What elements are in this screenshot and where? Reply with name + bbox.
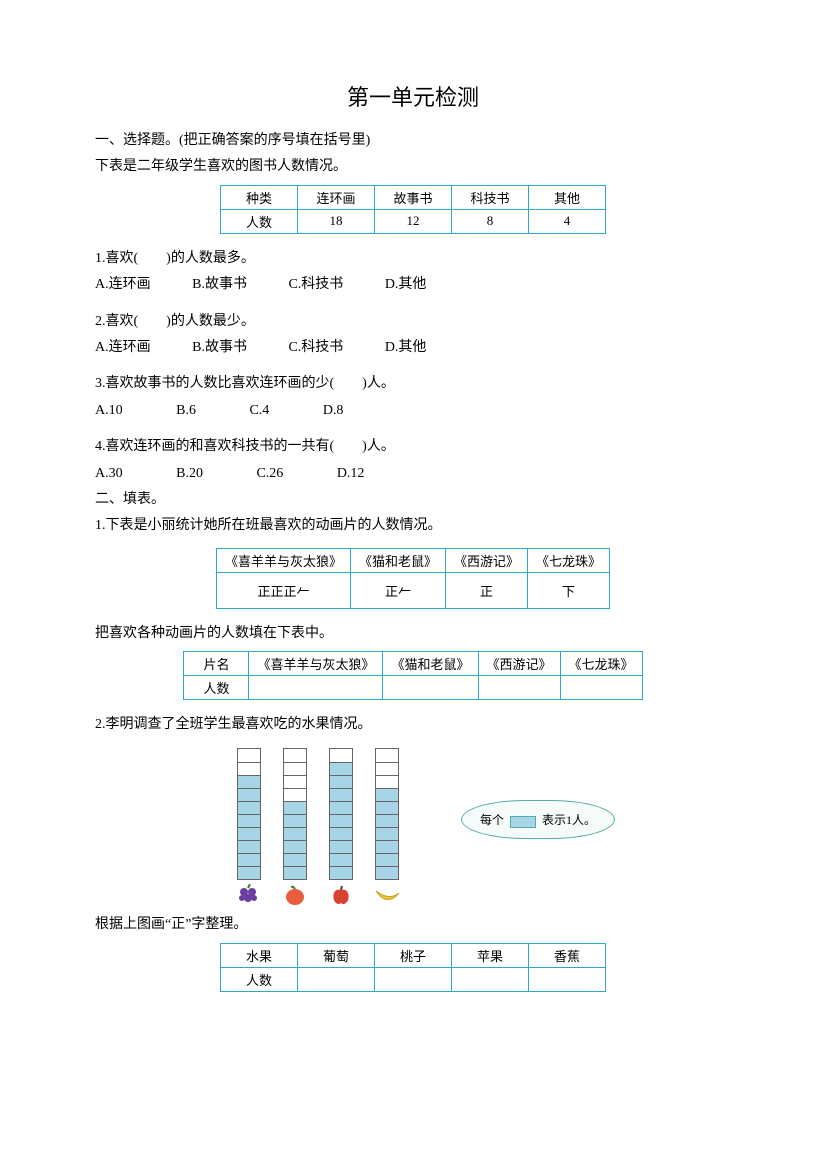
tally-v2: 正𠂉 [350, 572, 445, 608]
q4-a: A.30 [95, 463, 123, 485]
q2-a: A.连环画 [95, 337, 151, 359]
q3-b: B.6 [176, 400, 196, 422]
th-4: 其他 [529, 185, 606, 209]
fill-h2: 《猫和老鼠》 [383, 652, 478, 676]
q2-b: B.故事书 [192, 337, 247, 359]
cell-2: 12 [375, 209, 452, 233]
fruit-blank [298, 967, 375, 991]
q1: 1.喜欢( )的人数最多。 [95, 248, 731, 270]
fill-blank [478, 676, 560, 700]
fill-h3: 《西游记》 [478, 652, 560, 676]
fruit-blank [375, 967, 452, 991]
fruit-r0: 人数 [221, 967, 298, 991]
books-table: 种类 连环画 故事书 科技书 其他 人数 18 12 8 4 [220, 185, 606, 234]
fill-h0: 片名 [184, 652, 249, 676]
q4-c: C.26 [256, 463, 283, 485]
cell-3: 8 [452, 209, 529, 233]
fill-blank [560, 676, 642, 700]
p2-intro: 2.李明调查了全班学生最喜欢吃的水果情况。 [95, 714, 731, 736]
cell-1: 18 [298, 209, 375, 233]
q2-d: D.其他 [385, 337, 427, 359]
tally-table: 《喜羊羊与灰太狼》 《猫和老鼠》 《西游记》 《七龙珠》 正正正𠂉 正𠂉 正 下 [216, 548, 610, 609]
fill-blank [383, 676, 478, 700]
legend-box-icon [510, 816, 536, 828]
苹果-icon [327, 884, 355, 906]
q1-options: A.连环画 B.故事书 C.科技书 D.其他 [95, 274, 731, 296]
legend-cloud: 每个 表示1人。 [461, 800, 615, 839]
q3-c: C.4 [249, 400, 269, 422]
q1-c: C.科技书 [288, 274, 343, 296]
tally-h1: 《喜羊羊与灰太狼》 [216, 548, 350, 572]
chart-column [327, 748, 355, 906]
p1-intro: 1.下表是小丽统计她所在班最喜欢的动画片的人数情况。 [95, 515, 731, 537]
th-1: 连环画 [298, 185, 375, 209]
fill-r0: 人数 [184, 676, 249, 700]
q3-a: A.10 [95, 400, 123, 422]
fruit-h1: 葡萄 [298, 943, 375, 967]
th-2: 故事书 [375, 185, 452, 209]
q1-a: A.连环画 [95, 274, 151, 296]
tally-h4: 《七龙珠》 [528, 548, 610, 572]
legend-pre: 每个 [480, 813, 504, 827]
tally-v4: 下 [528, 572, 610, 608]
fill-blank [249, 676, 383, 700]
tally-h2: 《猫和老鼠》 [350, 548, 445, 572]
q1-b: B.故事书 [192, 274, 247, 296]
fruit-h2: 桃子 [375, 943, 452, 967]
q2: 2.喜欢( )的人数最少。 [95, 311, 731, 333]
p2-fill: 根据上图画“正”字整理。 [95, 914, 731, 936]
葡萄-icon [235, 884, 263, 906]
cell-4: 4 [529, 209, 606, 233]
fill-h4: 《七龙珠》 [560, 652, 642, 676]
section1-heading: 一、选择题。(把正确答案的序号填在括号里) [95, 130, 731, 152]
香蕉-icon [373, 884, 401, 906]
p1-fill: 把喜欢各种动画片的人数填在下表中。 [95, 623, 731, 645]
fruit-blank [529, 967, 606, 991]
fruit-blank [452, 967, 529, 991]
q3-options: A.10 B.6 C.4 D.8 [95, 400, 731, 422]
fill-h1: 《喜羊羊与灰太狼》 [249, 652, 383, 676]
q3: 3.喜欢故事书的人数比喜欢连环画的少( )人。 [95, 373, 731, 395]
桃子-icon [281, 884, 309, 906]
q3-d: D.8 [323, 400, 344, 422]
chart-column [373, 748, 401, 906]
q4-d: D.12 [337, 463, 365, 485]
th-3: 科技书 [452, 185, 529, 209]
section2-heading: 二、填表。 [95, 489, 731, 511]
q2-c: C.科技书 [288, 337, 343, 359]
q2-options: A.连环画 B.故事书 C.科技书 D.其他 [95, 337, 731, 359]
q4: 4.喜欢连环画的和喜欢科技书的一共有( )人。 [95, 436, 731, 458]
page-title: 第一单元检测 [95, 80, 731, 112]
fruit-bar-chart [235, 748, 401, 906]
chart-column [235, 748, 263, 906]
legend-post: 表示1人。 [542, 813, 596, 827]
fill-table: 片名 《喜羊羊与灰太狼》 《猫和老鼠》 《西游记》 《七龙珠》 人数 [183, 651, 642, 700]
th-kind: 种类 [221, 185, 298, 209]
q1-d: D.其他 [385, 274, 427, 296]
fruit-h4: 香蕉 [529, 943, 606, 967]
rh-count: 人数 [221, 209, 298, 233]
q4-b: B.20 [176, 463, 203, 485]
tally-v1: 正正正𠂉 [216, 572, 350, 608]
section1-intro: 下表是二年级学生喜欢的图书人数情况。 [95, 156, 731, 178]
fruit-table: 水果 葡萄 桃子 苹果 香蕉 人数 [220, 943, 606, 992]
chart-column [281, 748, 309, 906]
q4-options: A.30 B.20 C.26 D.12 [95, 463, 731, 485]
fruit-h0: 水果 [221, 943, 298, 967]
fruit-h3: 苹果 [452, 943, 529, 967]
tally-v3: 正 [446, 572, 528, 608]
tally-h3: 《西游记》 [446, 548, 528, 572]
